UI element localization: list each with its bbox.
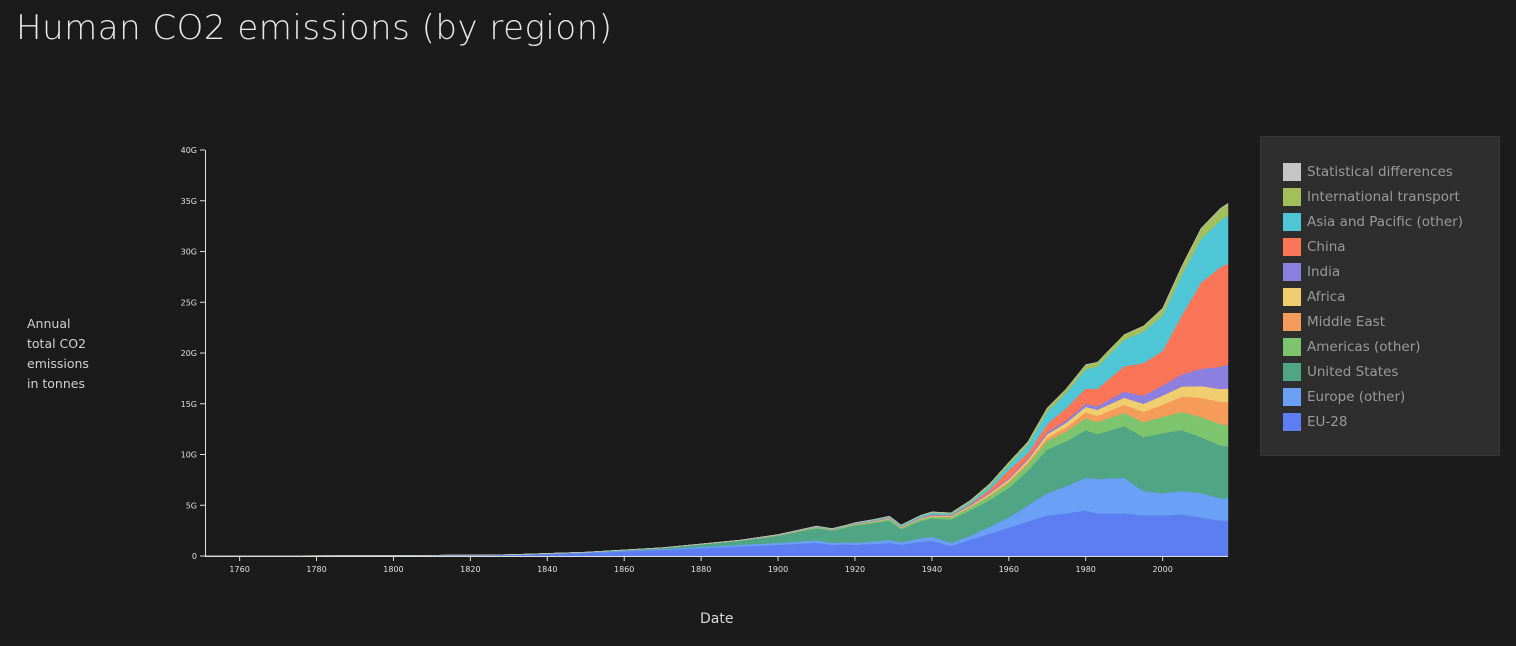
- y-tick-label: 25G: [181, 298, 197, 307]
- legend-label: Middle East: [1307, 313, 1386, 330]
- legend-label: Asia and Pacific (other): [1307, 213, 1463, 230]
- x-axis-label: Date: [700, 611, 734, 627]
- x-tick-label: 1900: [768, 565, 788, 574]
- legend-swatch: [1283, 412, 1301, 431]
- x-tick-label: 1800: [383, 565, 403, 574]
- legend-item[interactable]: Asia and Pacific (other): [1283, 209, 1499, 234]
- x-axis: 1760 1780 1800 1820 1840 1860 1880 1900 1920 1940…: [205, 556, 1228, 574]
- legend-item[interactable]: Europe (other): [1283, 384, 1499, 409]
- area-layer: [204, 202, 1229, 557]
- y-tick-label: 10G: [181, 451, 197, 460]
- legend-label: Statistical differences: [1307, 163, 1453, 180]
- legend-swatch: [1283, 187, 1301, 206]
- legend-item[interactable]: United States: [1283, 359, 1499, 384]
- legend-label: United States: [1307, 363, 1399, 380]
- y-tick-label: 40G: [181, 146, 197, 155]
- legend-label: International transport: [1307, 188, 1460, 205]
- x-tick-label: 1780: [306, 565, 326, 574]
- y-axis-label: Annual total CO2 emissions in tonnes: [27, 316, 89, 391]
- legend-label: Africa: [1307, 288, 1346, 305]
- x-tick-label: 1920: [845, 565, 865, 574]
- legend-item[interactable]: EU-28: [1283, 409, 1499, 434]
- legend-swatch: [1283, 362, 1301, 381]
- legend-item[interactable]: China: [1283, 234, 1499, 259]
- legend-label: Americas (other): [1307, 338, 1421, 355]
- legend-swatch: [1283, 237, 1301, 256]
- legend-label: Europe (other): [1307, 388, 1406, 405]
- area-eu-28: [204, 510, 1229, 557]
- x-tick-label: 1760: [229, 565, 249, 574]
- y-axis: 0 5G 10G 15G 20G 25G 30G 35G 40G: [181, 146, 206, 561]
- x-tick-label: 1960: [999, 565, 1019, 574]
- legend-item[interactable]: India: [1283, 259, 1499, 284]
- area-statistical-differences: [204, 202, 1229, 557]
- x-tick-label: 1880: [691, 565, 711, 574]
- y-tick-label: 35G: [181, 197, 197, 206]
- legend-label: India: [1307, 263, 1341, 280]
- legend-swatch: [1283, 162, 1301, 181]
- legend-item[interactable]: International transport: [1283, 184, 1499, 209]
- y-tick-label: 20G: [181, 349, 197, 358]
- legend-item[interactable]: Americas (other): [1283, 334, 1499, 359]
- y-tick-label: 0: [192, 552, 197, 561]
- y-tick-label: 15G: [181, 400, 197, 409]
- y-tick-label: 30G: [181, 248, 197, 257]
- legend-swatch: [1283, 287, 1301, 306]
- x-tick-label: 2000: [1152, 565, 1172, 574]
- x-tick-label: 1940: [922, 565, 942, 574]
- legend-label: EU-28: [1307, 413, 1348, 430]
- y-tick-label: 5G: [186, 501, 197, 510]
- x-tick-label: 1980: [1076, 565, 1096, 574]
- legend-swatch: [1283, 262, 1301, 281]
- legend-swatch: [1283, 337, 1301, 356]
- legend-item[interactable]: Middle East: [1283, 309, 1499, 334]
- legend-swatch: [1283, 312, 1301, 331]
- legend: Statistical differences International tra…: [1260, 136, 1500, 456]
- x-tick-label: 1840: [537, 565, 557, 574]
- legend-swatch: [1283, 212, 1301, 231]
- legend-item[interactable]: Statistical differences: [1283, 159, 1499, 184]
- x-tick-label: 1820: [460, 565, 480, 574]
- legend-label: China: [1307, 238, 1346, 255]
- legend-item[interactable]: Africa: [1283, 284, 1499, 309]
- x-tick-label: 1860: [614, 565, 634, 574]
- chart-title: Human CO2 emissions (by region): [16, 8, 613, 48]
- legend-swatch: [1283, 387, 1301, 406]
- stacked-area-chart: 1760 1780 1800 1820 1840 1860 1880 1900 1920 1940…: [181, 146, 1229, 574]
